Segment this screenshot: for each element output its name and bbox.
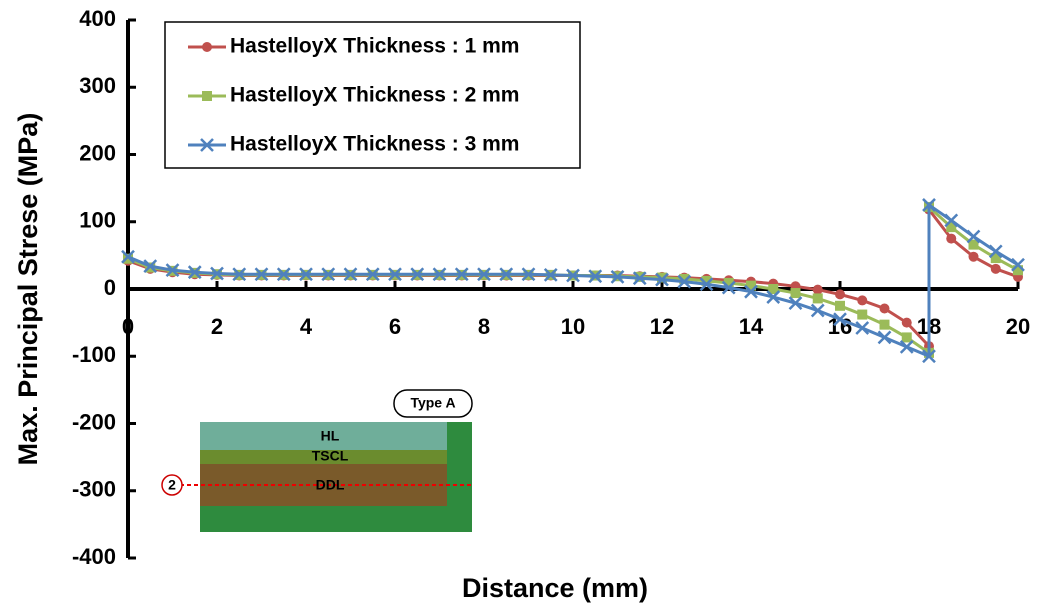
x-tick-label: 8 bbox=[478, 314, 490, 339]
marker bbox=[856, 322, 868, 334]
y-tick-label: 300 bbox=[79, 73, 116, 98]
inset-layer-label: HL bbox=[321, 428, 340, 444]
inset-marker-label: 2 bbox=[168, 477, 176, 493]
legend-marker bbox=[202, 91, 212, 101]
y-tick-label: 400 bbox=[79, 6, 116, 31]
y-axis-label: Max. Principal Strese (MPa) bbox=[13, 113, 43, 466]
chart: Distance (mm) Max. Principal Strese (MPa… bbox=[0, 0, 1041, 610]
inset-badge: Type A bbox=[410, 395, 455, 411]
x-tick-label: 12 bbox=[650, 314, 674, 339]
marker bbox=[969, 252, 979, 262]
x-tick-label: 6 bbox=[389, 314, 401, 339]
marker bbox=[902, 318, 912, 328]
marker bbox=[813, 293, 823, 303]
x-tick-label: 4 bbox=[300, 314, 313, 339]
marker bbox=[835, 301, 845, 311]
marker bbox=[813, 285, 823, 295]
x-tick-label: 0 bbox=[122, 314, 134, 339]
marker bbox=[902, 332, 912, 342]
marker bbox=[901, 341, 913, 353]
x-tick-label: 2 bbox=[211, 314, 223, 339]
marker bbox=[879, 331, 891, 343]
legend-label: HastelloyX Thickness : 2 mm bbox=[230, 84, 519, 107]
y-tick-label: -200 bbox=[72, 409, 116, 434]
marker bbox=[857, 295, 867, 305]
y-tick-label: 0 bbox=[104, 275, 116, 300]
marker bbox=[946, 234, 956, 244]
y-tick-label: -100 bbox=[72, 342, 116, 367]
legend-label: HastelloyX Thickness : 3 mm bbox=[230, 133, 519, 156]
marker bbox=[880, 304, 890, 314]
x-tick-label: 10 bbox=[561, 314, 585, 339]
marker bbox=[857, 310, 867, 320]
marker bbox=[835, 289, 845, 299]
marker bbox=[791, 288, 801, 298]
legend-label: HastelloyX Thickness : 1 mm bbox=[230, 35, 519, 58]
y-tick-label: -300 bbox=[72, 477, 116, 502]
x-axis-label: Distance (mm) bbox=[462, 573, 648, 603]
marker bbox=[991, 264, 1001, 274]
x-tick-label: 14 bbox=[739, 314, 764, 339]
inset-layer-label: TSCL bbox=[312, 448, 349, 464]
legend-marker bbox=[202, 42, 212, 52]
y-tick-label: -400 bbox=[72, 544, 116, 569]
inset-diagram: Type A HL TSCL DDL 2 bbox=[162, 390, 472, 532]
y-tick-label: 100 bbox=[79, 208, 116, 233]
inset-layer-label: DDL bbox=[316, 477, 345, 493]
x-tick-label: 20 bbox=[1006, 314, 1030, 339]
page: {"chart_data": {"type": "line", "x_label… bbox=[0, 0, 1041, 610]
marker bbox=[880, 320, 890, 330]
y-tick-label: 200 bbox=[79, 140, 116, 165]
